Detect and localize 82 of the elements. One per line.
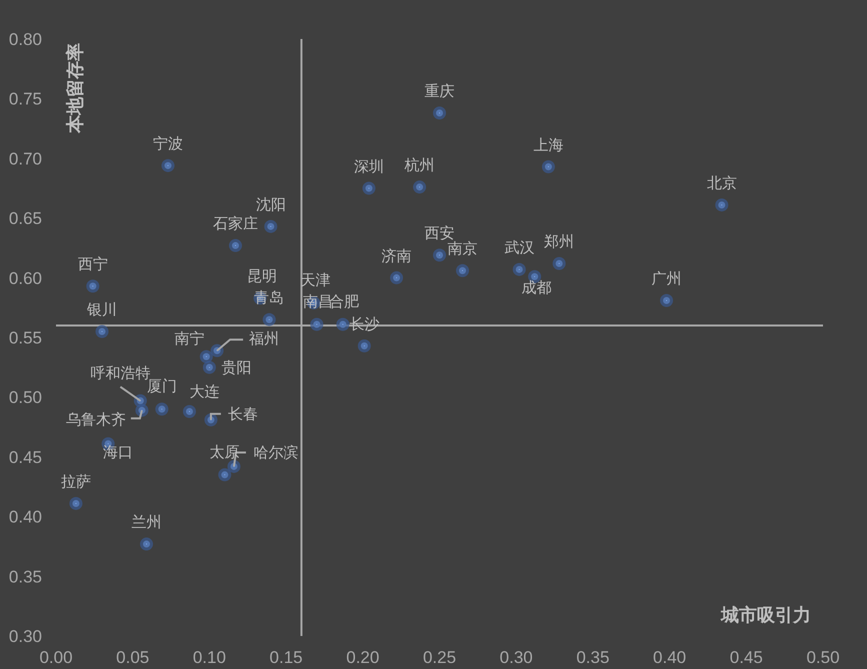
annotation: 西宁: [78, 256, 108, 274]
point: [96, 325, 109, 338]
annotation: 银川: [86, 302, 118, 319]
point: [358, 339, 371, 352]
point: [140, 538, 154, 551]
point: [310, 318, 324, 331]
point: [218, 468, 232, 482]
annotation: 武汉: [504, 239, 534, 256]
y-tick-label: 0.75: [8, 90, 42, 109]
annotation: 南宁: [174, 330, 204, 348]
x-tick-label: 0.05: [116, 648, 150, 667]
point: [512, 262, 526, 276]
x-tick-label: 0.20: [346, 648, 380, 667]
point: [362, 182, 376, 195]
point: [86, 280, 100, 293]
point: [200, 350, 213, 364]
x-tick-label: 0.50: [806, 648, 840, 667]
y-tick-label: 0.70: [8, 149, 42, 168]
annotation: 贵阳: [221, 359, 252, 376]
point: [264, 220, 278, 233]
annotation: 太原: [210, 444, 240, 461]
annotation: 青岛: [254, 290, 284, 307]
y-axis-title: 本地留存率: [65, 43, 85, 134]
x-tick-label: 0.10: [192, 648, 226, 667]
y-tick-label: 0.30: [8, 627, 42, 646]
x-tick-label: 0.30: [500, 648, 533, 667]
annotation: 深圳: [354, 158, 384, 176]
annotation: 哈尔滨: [253, 444, 298, 462]
annotation: 宁波: [152, 136, 183, 153]
point: [336, 318, 350, 331]
point: [390, 271, 404, 284]
point: [155, 402, 168, 416]
point: [262, 313, 276, 326]
x-tick-label: 0.40: [653, 648, 686, 667]
annotation: 杭州: [404, 157, 435, 174]
x-tick-label: 0.25: [422, 648, 456, 667]
y-tick-label: 0.35: [8, 567, 42, 586]
annotation: 广州: [652, 270, 682, 288]
annotation: 沈阳: [256, 196, 286, 214]
annotation: 上海: [533, 136, 564, 154]
annotation: 西安: [424, 225, 454, 242]
x-tick-label: 0.00: [39, 648, 73, 667]
y-tick-label: 0.60: [8, 268, 42, 288]
annotation: 北京: [706, 174, 737, 192]
annotation: 兰州: [132, 514, 162, 532]
annotation: 济南: [382, 248, 412, 265]
annotation: 重庆: [424, 83, 454, 100]
y-tick-label: 0.50: [8, 388, 42, 408]
point: [182, 405, 196, 418]
point: [433, 106, 446, 120]
point: [228, 239, 242, 252]
annotation: 郑州: [544, 233, 574, 250]
x-tick-label: 0.35: [576, 648, 610, 667]
point: [660, 294, 674, 307]
point: [433, 248, 446, 262]
annotation: 福州: [249, 330, 280, 348]
point: [456, 264, 470, 278]
annotation: 南京: [448, 240, 478, 258]
point: [715, 198, 728, 212]
annotation: 拉萨: [60, 473, 91, 490]
x-tick-label: 0.15: [270, 648, 303, 667]
point: [69, 496, 82, 510]
y-tick-label: 0.55: [8, 328, 42, 348]
point: [161, 159, 174, 172]
annotation: 长春: [228, 406, 258, 423]
point: [542, 160, 555, 174]
y-tick-label: 0.40: [8, 508, 42, 527]
annotation: 合肥: [328, 293, 359, 310]
point: [413, 180, 426, 194]
annotation: 海口: [103, 444, 134, 461]
annotation: 石家庄: [212, 216, 258, 233]
x-axis-title: 城市吸引力: [720, 605, 811, 625]
x-tick-label: 0.45: [730, 648, 763, 667]
annotation: 成都: [522, 280, 552, 297]
point: [202, 360, 216, 374]
y-tick-label: 0.80: [8, 30, 42, 49]
y-tick-label: 0.45: [8, 448, 42, 467]
annotation: 大连: [189, 384, 220, 401]
annotation: 昆明: [247, 268, 278, 286]
annotation: 乌鲁木齐: [66, 411, 126, 428]
point: [552, 256, 566, 270]
y-tick-label: 0.65: [8, 209, 42, 228]
